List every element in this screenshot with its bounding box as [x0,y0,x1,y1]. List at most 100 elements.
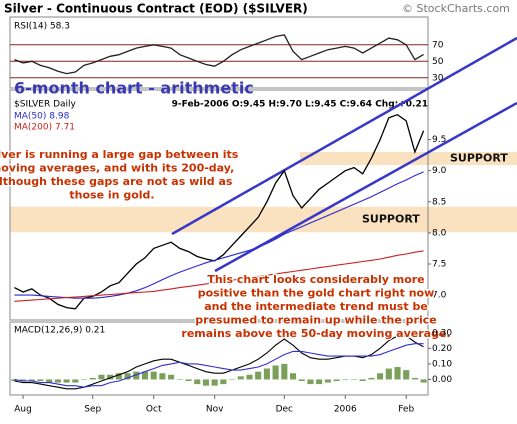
histogram-bar [263,368,270,380]
quote: 9-Feb-2006 O:9.45 H:9.70 L:9.45 C:9.64 C… [172,100,428,110]
macd-label: MACD(12,26,9) 0.21 [14,326,105,336]
histogram-bar [202,379,209,386]
histogram-bar [168,374,175,380]
support-label: SUPPORT [450,152,508,165]
series-line [14,250,424,302]
rsi-panel [9,16,429,89]
annotation: remains above the 50-day moving average. [181,327,450,340]
y-tick-label: 9.5 [432,135,446,145]
y-tick-label: 30 [432,73,444,83]
histogram-bar [133,371,140,380]
y-tick-label: 8.5 [432,197,446,207]
histogram-bar [316,379,323,385]
histogram-bar [37,379,44,381]
histogram-bar [307,379,314,385]
series-line [14,343,424,388]
legend-ma50: MA(50) 8.98 [14,112,70,122]
channel-upper [171,36,517,236]
histogram-bar [159,373,166,380]
histogram-bar [350,379,358,380]
histogram-bar [324,379,331,383]
histogram-bar [20,379,27,381]
chart-title: Silver - Continuous Contract (EOD) ($SIL… [4,2,308,16]
annotation: moving averages, and with its 200-day, [0,162,234,175]
x-tick-label: Feb [398,405,414,415]
histogram-bar [176,379,183,380]
histogram-bar [98,374,105,380]
histogram-bar [28,379,35,381]
histogram-bar [298,379,305,381]
subtitle: 6-month chart - arithmetic [14,79,254,98]
histogram-bar [220,379,227,385]
y-tick-label: 7.5 [432,260,446,270]
support-zone [300,152,517,166]
histogram-bar [359,379,366,381]
price-label: $SILVER Daily [14,100,77,110]
histogram-bar [185,379,192,381]
rsi-label: RSI(14) 58.3 [14,22,70,32]
histogram-bar [72,379,79,383]
histogram-bar [80,379,88,380]
y-tick-label: 0.10 [432,359,452,369]
x-tick-label: Aug [14,405,32,415]
histogram-bar [420,379,427,383]
legend-ma200: MA(200) 7.71 [14,123,75,133]
support-zone [10,206,517,233]
support-label: SUPPORT [362,213,420,226]
histogram-bar [211,379,218,386]
histogram-bar [124,373,131,380]
histogram-bar [141,371,149,380]
y-tick-label: 0.30 [432,328,452,338]
y-tick-label: 50 [432,57,444,67]
macd-panel [9,321,429,396]
annotation: Silver is running a large gap between it… [0,148,239,161]
series-line [14,34,424,75]
histogram-bar [333,379,340,381]
histogram-bar [272,365,279,380]
histogram-bar [46,379,53,383]
annotation: presumed to remain up while the price [195,314,436,327]
histogram-bar [54,379,61,383]
y-tick-label: 0.20 [432,344,452,354]
x-tick-label: Nov [206,405,224,415]
histogram-bar [63,379,70,383]
histogram-bar [385,368,392,380]
histogram-bar [368,377,375,380]
x-tick-label: Sep [84,405,101,415]
annotation: This chart looks considerably more [207,273,424,286]
annotation: and the intermediate trend must be [204,300,428,313]
histogram-bar [411,377,418,380]
annotation: although these gaps are not as wild as [0,175,233,188]
annotation: those in gold. [69,189,154,202]
histogram-bar [194,379,201,385]
histogram-bar [246,374,253,380]
histogram-bar [289,373,297,380]
histogram-bar [255,371,262,380]
histogram-bar [89,377,96,380]
annotation: positive than the gold chart right now [198,287,435,300]
x-tick-label: Oct [146,405,162,415]
y-tick-label: 70 [432,40,444,50]
series-line [14,171,424,299]
histogram-bar [115,373,122,380]
x-tick-label: 2006 [334,405,357,415]
histogram-bar [394,367,401,380]
series-line [14,113,425,310]
y-tick-label: 8.0 [432,228,447,238]
histogram-bar [403,370,410,380]
histogram-bar [342,379,349,380]
y-tick-label: 9.0 [432,166,447,176]
x-tick-label: Dec [276,405,293,415]
credit: © StockCharts.com [402,2,510,15]
histogram-bar [377,373,384,380]
histogram-bar [229,379,236,380]
histogram-bar [237,376,244,380]
channel-lower [214,101,517,273]
histogram-bar [150,371,157,380]
y-tick-label: 0.00 [432,375,452,385]
y-tick-label: 7.0 [432,291,447,301]
histogram-bar [107,374,114,380]
histogram-bar [281,363,288,380]
price-panel [9,89,429,321]
